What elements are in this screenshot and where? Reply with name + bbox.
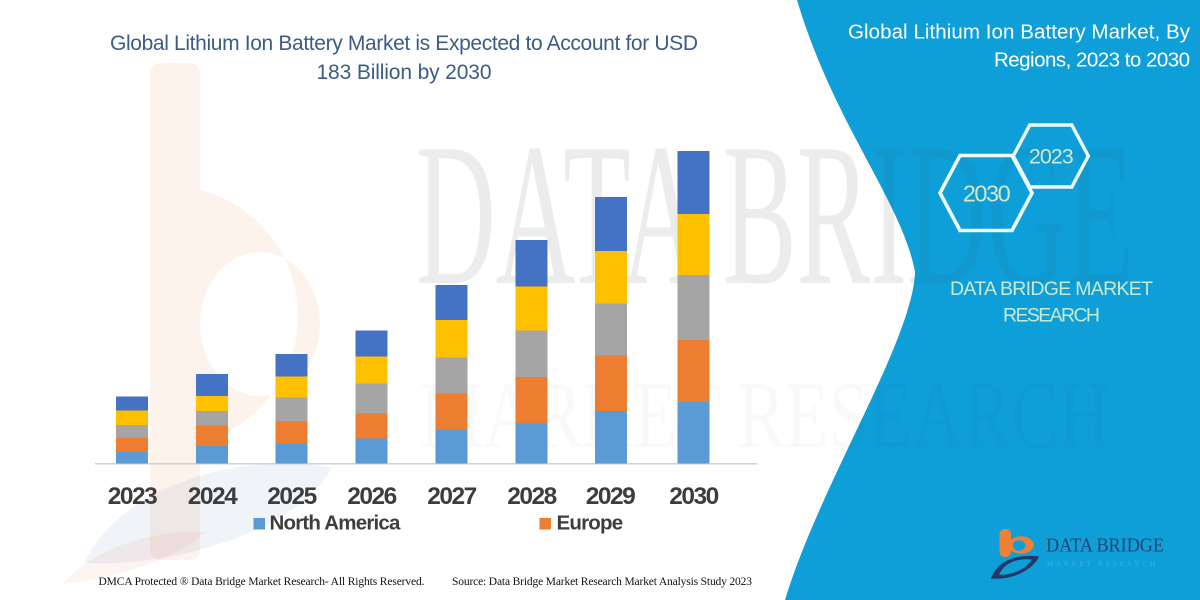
svg-text:RESEARCH: RESEARCH [1003, 305, 1100, 327]
svg-text:2029: 2029 [586, 483, 635, 510]
svg-text:2023: 2023 [108, 483, 157, 510]
svg-text:2024: 2024 [188, 483, 238, 510]
svg-text:183 Billion by 2030: 183 Billion by 2030 [317, 61, 492, 84]
svg-text:DATA BRIDGE MARKET: DATA BRIDGE MARKET [950, 278, 1153, 300]
svg-text:2025: 2025 [267, 483, 316, 510]
svg-text:North America: North America [270, 512, 401, 535]
svg-text:2027: 2027 [427, 483, 476, 510]
svg-text:2026: 2026 [347, 483, 396, 510]
svg-text:Europe: Europe [557, 512, 623, 535]
svg-text:2030: 2030 [963, 181, 1011, 207]
svg-text:MARKET RESEARCH: MARKET RESEARCH [1047, 560, 1155, 568]
svg-text:Global Lithium Ion Battery Mar: Global Lithium Ion Battery Market, By [848, 21, 1191, 44]
svg-text:2028: 2028 [507, 483, 556, 510]
svg-text:2023: 2023 [1029, 145, 1074, 169]
svg-text:Source: Data Bridge Market Res: Source: Data Bridge Market Research Mark… [452, 576, 752, 588]
svg-text:2030: 2030 [669, 483, 718, 510]
svg-text:DATA BRIDGE: DATA BRIDGE [1046, 535, 1164, 557]
svg-text:Global Lithium Ion Battery Mar: Global Lithium Ion Battery Market is Exp… [110, 32, 698, 55]
svg-text:DMCA Protected ® Data Bridge M: DMCA Protected ® Data Bridge Market Rese… [99, 576, 425, 588]
svg-text:Regions, 2023 to 2030: Regions, 2023 to 2030 [994, 49, 1190, 72]
